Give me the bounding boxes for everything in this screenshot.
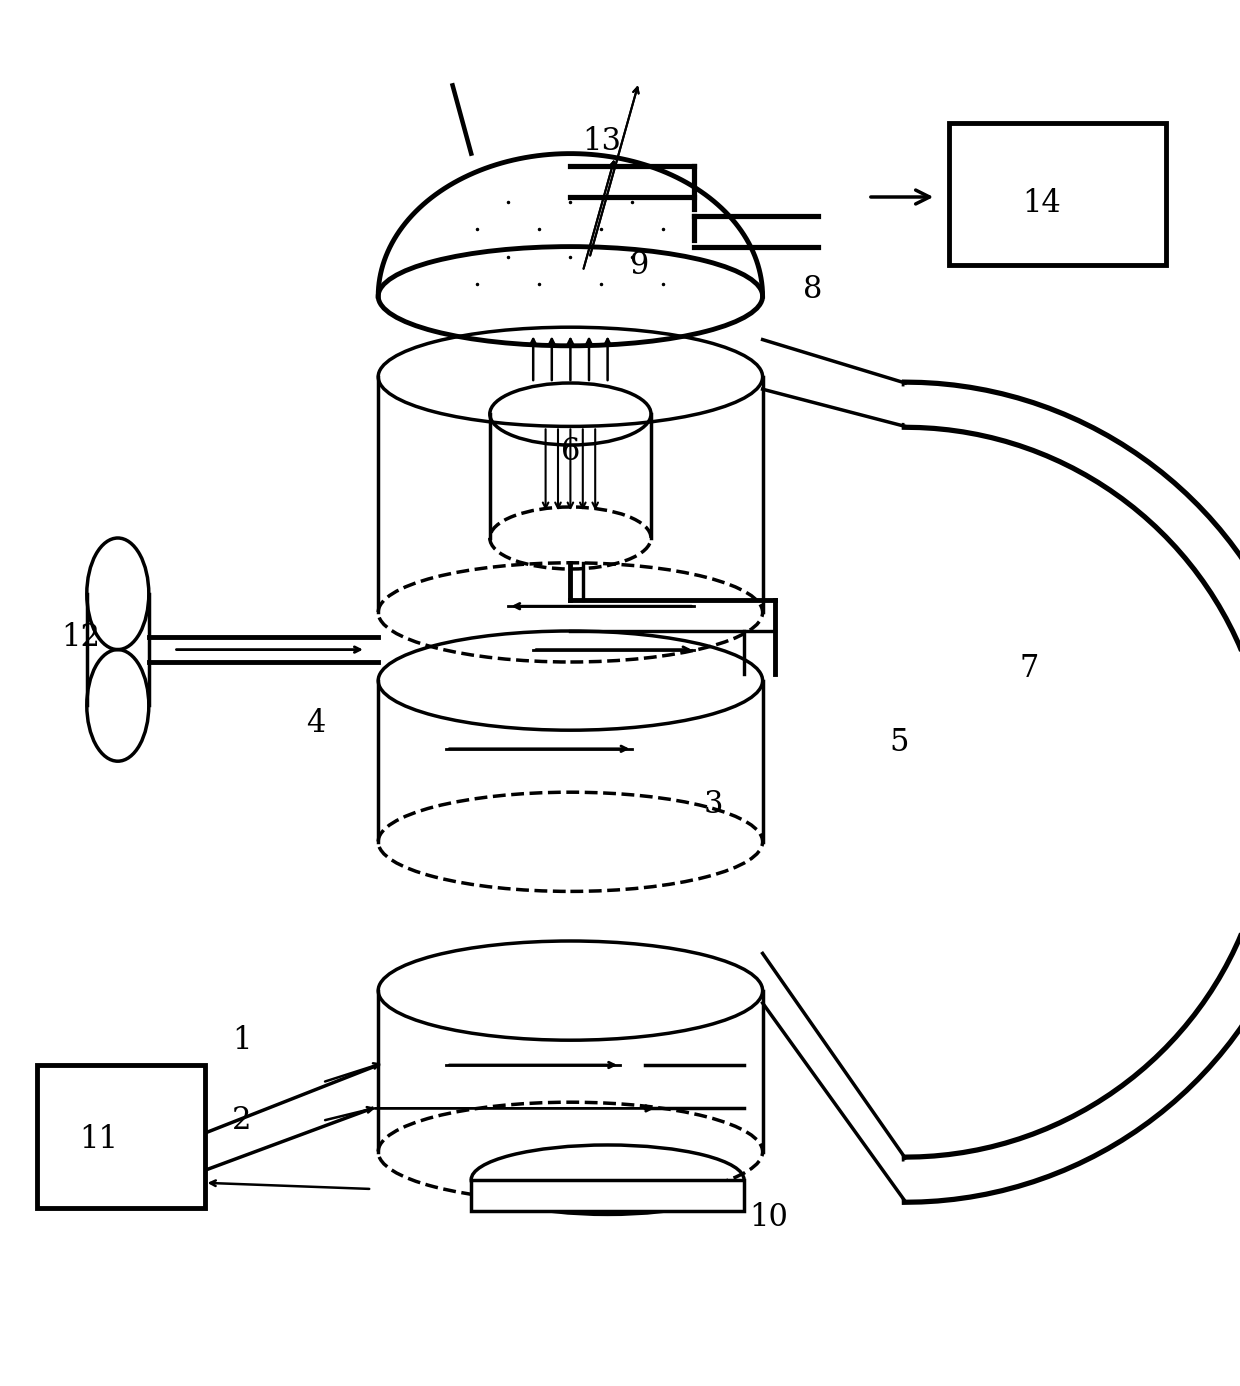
Text: 14: 14 <box>1022 187 1061 219</box>
Text: 8: 8 <box>802 274 822 305</box>
Polygon shape <box>949 1153 970 1199</box>
Polygon shape <box>1211 980 1240 1016</box>
Text: 4: 4 <box>306 708 326 740</box>
Text: 6: 6 <box>560 435 580 467</box>
Polygon shape <box>963 1150 986 1196</box>
Polygon shape <box>1006 1139 1033 1185</box>
Polygon shape <box>1060 421 1094 467</box>
Polygon shape <box>920 1157 937 1202</box>
Polygon shape <box>1047 414 1079 460</box>
Text: 13: 13 <box>582 126 621 157</box>
Polygon shape <box>1122 463 1161 507</box>
Text: 5: 5 <box>889 728 909 758</box>
Polygon shape <box>1073 1110 1107 1156</box>
Polygon shape <box>1122 1077 1161 1121</box>
Polygon shape <box>977 1148 1002 1193</box>
Polygon shape <box>1047 1124 1079 1170</box>
Text: 11: 11 <box>79 1124 119 1155</box>
FancyBboxPatch shape <box>37 1064 205 1207</box>
Polygon shape <box>1195 542 1239 581</box>
Polygon shape <box>934 1156 954 1200</box>
Polygon shape <box>1073 428 1107 474</box>
Polygon shape <box>1204 556 1240 593</box>
Polygon shape <box>905 1157 921 1202</box>
FancyBboxPatch shape <box>471 1179 744 1211</box>
Polygon shape <box>963 388 986 434</box>
Polygon shape <box>1111 1087 1148 1131</box>
Polygon shape <box>1167 506 1209 546</box>
FancyBboxPatch shape <box>949 122 1166 265</box>
Polygon shape <box>1219 966 1240 1002</box>
Polygon shape <box>992 1143 1018 1189</box>
Polygon shape <box>1226 597 1240 631</box>
Polygon shape <box>1185 529 1229 570</box>
Polygon shape <box>992 395 1018 441</box>
Polygon shape <box>1185 1016 1229 1055</box>
Polygon shape <box>1156 1048 1198 1089</box>
Polygon shape <box>1204 991 1240 1028</box>
Text: 3: 3 <box>703 789 723 821</box>
Polygon shape <box>934 384 954 430</box>
Polygon shape <box>949 385 970 431</box>
Polygon shape <box>1006 399 1033 445</box>
Text: 7: 7 <box>1019 653 1039 683</box>
Polygon shape <box>1226 954 1240 987</box>
Text: 9: 9 <box>629 249 649 281</box>
Polygon shape <box>1177 1027 1219 1067</box>
Polygon shape <box>1234 611 1240 644</box>
Polygon shape <box>1019 1135 1049 1181</box>
Polygon shape <box>1086 437 1121 482</box>
Text: 1: 1 <box>232 1024 252 1056</box>
Text: 2: 2 <box>232 1105 252 1137</box>
Polygon shape <box>1019 403 1049 449</box>
Polygon shape <box>1156 495 1198 536</box>
Polygon shape <box>1086 1103 1121 1148</box>
Polygon shape <box>1135 1069 1174 1112</box>
Text: 10: 10 <box>749 1202 789 1234</box>
Polygon shape <box>1177 517 1219 557</box>
Polygon shape <box>1060 1117 1094 1163</box>
Polygon shape <box>905 383 921 427</box>
Polygon shape <box>1033 1130 1064 1175</box>
Polygon shape <box>1195 1003 1239 1042</box>
Text: 12: 12 <box>61 622 100 653</box>
Polygon shape <box>1146 484 1185 525</box>
Polygon shape <box>1167 1038 1209 1078</box>
Polygon shape <box>1111 453 1148 498</box>
Polygon shape <box>1146 1059 1185 1100</box>
Polygon shape <box>977 391 1002 437</box>
Polygon shape <box>1135 473 1174 516</box>
Polygon shape <box>1211 570 1240 606</box>
Polygon shape <box>1099 1095 1135 1139</box>
Polygon shape <box>1033 409 1064 455</box>
Polygon shape <box>1219 584 1240 618</box>
Polygon shape <box>920 384 937 427</box>
Polygon shape <box>1234 941 1240 973</box>
Polygon shape <box>1099 445 1135 489</box>
